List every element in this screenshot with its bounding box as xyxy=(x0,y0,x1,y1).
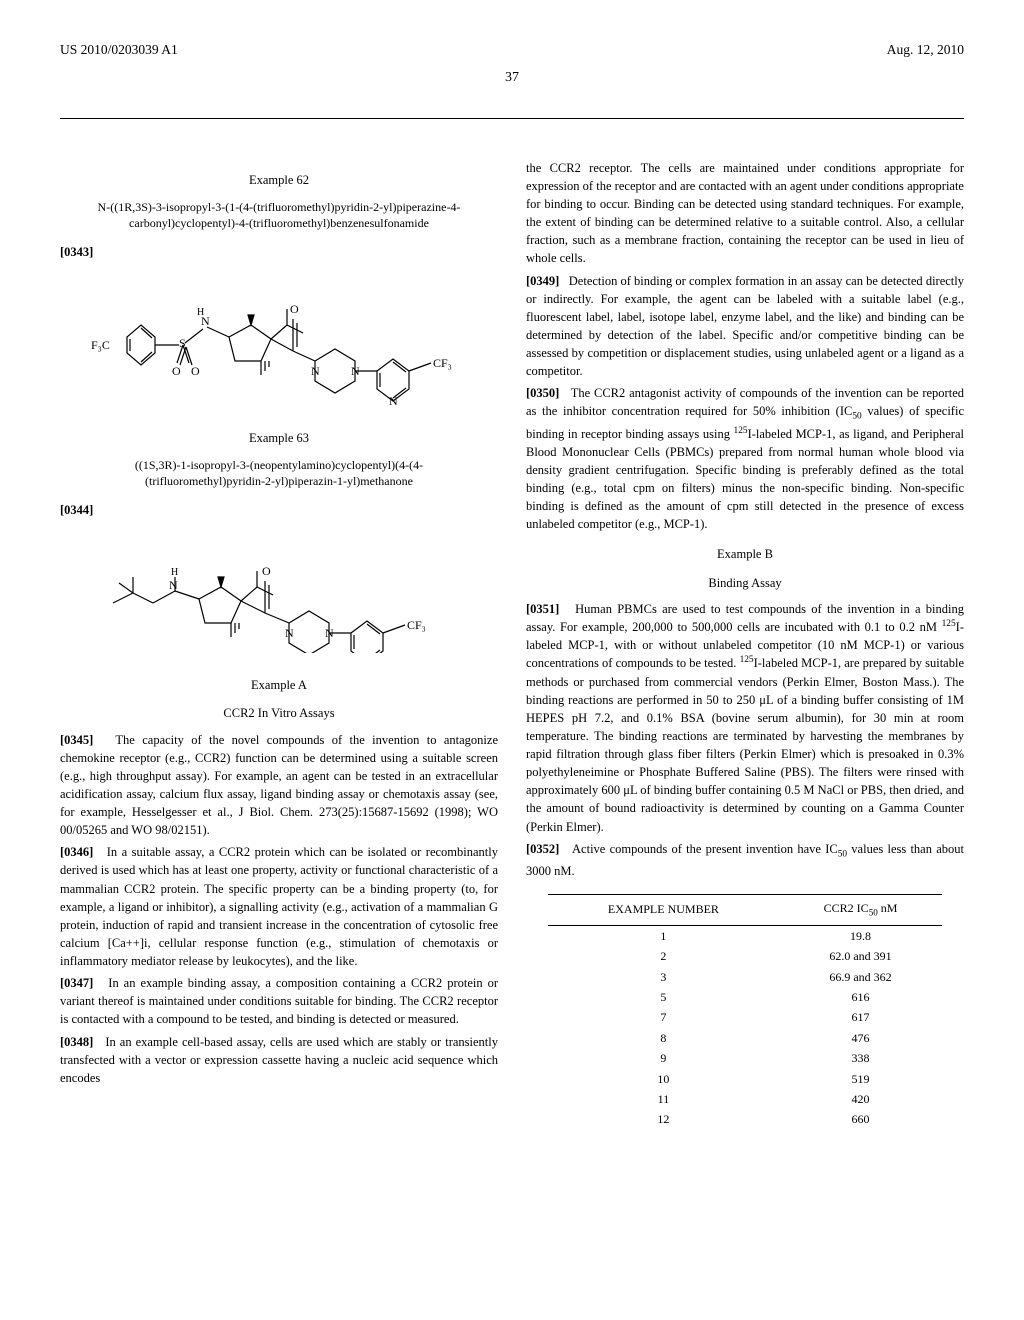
para-0349-text: Detection of binding or complex formatio… xyxy=(526,274,964,379)
chemical-structure-63: H N O N N N CF₃ xyxy=(60,533,498,658)
example-63-heading: Example 63 xyxy=(60,429,498,447)
para-0352: [0352] Active compounds of the present i… xyxy=(526,840,964,880)
para-num-0351: [0351] xyxy=(526,602,559,616)
para-0344: [0344] xyxy=(60,501,498,519)
table-row: 9338 xyxy=(548,1049,942,1069)
table-row: 262.0 and 391 xyxy=(548,947,942,967)
ic50-table: EXAMPLE NUMBER CCR2 IC50 nM 119.8 262.0 … xyxy=(548,894,942,1130)
label-o: O xyxy=(191,364,200,378)
table-row: 10519 xyxy=(548,1069,942,1089)
para-0349: [0349] Detection of binding or complex f… xyxy=(526,272,964,381)
para-0345: [0345] The capacity of the novel compoun… xyxy=(60,731,498,840)
label-o: O xyxy=(262,564,271,578)
para-0348: [0348] In an example cell-based assay, c… xyxy=(60,1033,498,1087)
para-num-0345: [0345] xyxy=(60,733,93,747)
para-num-0347: [0347] xyxy=(60,976,93,990)
table-row: 12660 xyxy=(548,1110,942,1130)
para-0351: [0351] Human PBMCs are used to test comp… xyxy=(526,600,964,836)
table-row: 11420 xyxy=(548,1089,942,1109)
example-63-name: ((1S,3R)-1-isopropyl-3-(neopentylamino)c… xyxy=(78,457,480,489)
para-0346-text: In a suitable assay, a CCR2 protein whic… xyxy=(60,845,498,968)
table-row: 8476 xyxy=(548,1028,942,1048)
molecule-63-svg: H N O N N N CF₃ xyxy=(89,533,469,653)
table-row: 5616 xyxy=(548,988,942,1008)
para-0350-text-c: I-labeled MCP-1, as ligand, and Peripher… xyxy=(526,427,964,532)
example-62-name: N-((1R,3S)-3-isopropyl-3-(1-(4-(trifluor… xyxy=(78,199,480,231)
molecule-62-svg: F₃C S O O N H O N N N CF₃ xyxy=(79,275,479,405)
example-a-heading: Example A xyxy=(60,676,498,694)
para-num-0343: [0343] xyxy=(60,245,93,259)
para-num-0348: [0348] xyxy=(60,1035,93,1049)
publication-number: US 2010/0203039 A1 xyxy=(60,40,178,60)
para-0351-text-c: I-labeled MCP-1, are prepared by suitabl… xyxy=(526,656,964,833)
para-num-0344: [0344] xyxy=(60,503,93,517)
para-0347-text: In an example binding assay, a compositi… xyxy=(60,976,498,1026)
right-column: the CCR2 receptor. The cells are maintai… xyxy=(526,159,964,1130)
para-0352-text-a: Active compounds of the present inventio… xyxy=(572,842,838,856)
para-0351-text-a: Human PBMCs are used to test compounds o… xyxy=(526,602,964,634)
label-n: N xyxy=(285,626,294,640)
para-0345-text: The capacity of the novel compounds of t… xyxy=(60,733,498,838)
example-b-subtitle: Binding Assay xyxy=(526,574,964,592)
label-n: N xyxy=(389,394,398,405)
label-h: H xyxy=(197,307,204,318)
label-n: N xyxy=(325,626,334,640)
label-n: N xyxy=(169,578,178,592)
para-num-0349: [0349] xyxy=(526,274,559,288)
para-num-0346: [0346] xyxy=(60,845,93,859)
example-62-heading: Example 62 xyxy=(60,171,498,189)
table-body: 119.8 262.0 and 391 366.9 and 362 5616 7… xyxy=(548,926,942,1130)
label-o: O xyxy=(290,302,299,316)
page-header: US 2010/0203039 A1 Aug. 12, 2010 xyxy=(60,40,964,60)
label-f3c: F₃C xyxy=(91,338,110,352)
label-h: H xyxy=(171,567,178,578)
label-n: N xyxy=(351,364,360,378)
table-col-1: EXAMPLE NUMBER xyxy=(548,896,779,923)
table-row: 366.9 and 362 xyxy=(548,967,942,987)
label-s: S xyxy=(179,336,186,350)
label-n: N xyxy=(311,364,320,378)
page-number: 37 xyxy=(60,68,964,88)
label-o: O xyxy=(172,364,181,378)
para-0350: [0350] The CCR2 antagonist activity of c… xyxy=(526,384,964,533)
left-column: Example 62 N-((1R,3S)-3-isopropyl-3-(1-(… xyxy=(60,159,498,1130)
label-cf3: CF₃ xyxy=(407,618,426,632)
table-row: 119.8 xyxy=(548,926,942,947)
header-divider xyxy=(60,118,964,119)
para-0347: [0347] In an example binding assay, a co… xyxy=(60,974,498,1028)
para-0348-cont: the CCR2 receptor. The cells are maintai… xyxy=(526,159,964,268)
example-b-heading: Example B xyxy=(526,545,964,563)
example-a-subtitle: CCR2 In Vitro Assays xyxy=(60,704,498,722)
publication-date: Aug. 12, 2010 xyxy=(887,40,964,60)
para-0343: [0343] xyxy=(60,243,498,261)
label-cf3: CF₃ xyxy=(433,356,452,370)
chemical-structure-62: F₃C S O O N H O N N N CF₃ xyxy=(60,275,498,410)
para-num-0352: [0352] xyxy=(526,842,559,856)
table-col-2: CCR2 IC50 nM xyxy=(779,896,942,923)
para-0346: [0346] In a suitable assay, a CCR2 prote… xyxy=(60,843,498,970)
para-num-0350: [0350] xyxy=(526,386,559,400)
table-row: 7617 xyxy=(548,1008,942,1028)
para-0348-text: In an example cell-based assay, cells ar… xyxy=(60,1035,498,1085)
two-column-layout: Example 62 N-((1R,3S)-3-isopropyl-3-(1-(… xyxy=(60,159,964,1130)
